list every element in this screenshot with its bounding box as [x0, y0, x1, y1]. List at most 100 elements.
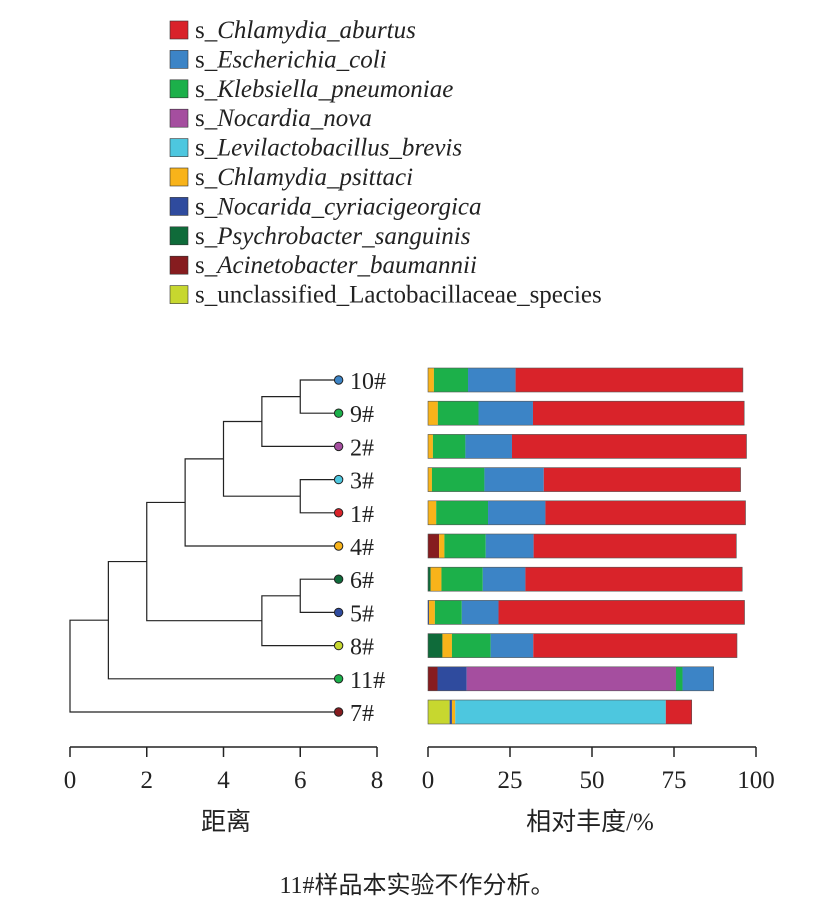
legend-label: s_Nocarida_cyriacigeorgica	[195, 193, 482, 220]
bar-outline	[427, 500, 746, 526]
bar-outline	[427, 666, 714, 692]
legend-swatch	[169, 197, 189, 216]
bar-row	[427, 434, 747, 459]
bar-segment	[682, 666, 714, 691]
bar-row	[427, 500, 746, 526]
leaf-dot	[333, 408, 344, 418]
bar-segment	[490, 633, 534, 658]
bar-row	[427, 367, 744, 393]
bar-segment	[428, 567, 431, 592]
dendrogram-branch	[146, 501, 262, 622]
bar-segment	[439, 534, 445, 558]
bar-segment	[428, 600, 435, 625]
bar-segment	[532, 401, 745, 426]
legend-name: Psychrobacter_sanguinis	[216, 223, 470, 250]
bar-row	[427, 699, 693, 725]
dendrogram-branch	[184, 458, 339, 547]
legend-swatch	[169, 285, 189, 304]
sample-labels: 10# 9# 2# 3# 1# 4# 6# 5# 8# 11# 7#	[350, 369, 386, 727]
bar-segment	[543, 467, 741, 492]
legend-label: s_Levilactobacillus_brevis	[195, 135, 462, 162]
legend-item: s_Levilactobacillus_brevis	[169, 135, 462, 162]
bar-axis-tick-label: 100	[737, 767, 775, 794]
bar-segment	[436, 500, 489, 525]
bar-segment	[442, 633, 452, 658]
bar-row	[427, 400, 745, 426]
bar-segment	[433, 368, 469, 392]
bar-segment	[511, 434, 747, 459]
legend-swatch	[169, 79, 189, 99]
sample-label: 1#	[350, 502, 374, 528]
bar-segment	[466, 666, 676, 691]
sample-label: 8#	[350, 635, 374, 661]
bar-segment	[428, 666, 438, 691]
legend-item: s_Acinetobacter_baumannii	[169, 252, 477, 279]
legend-label: s_Chlamydia_psittaci	[195, 164, 413, 191]
bar-segment	[451, 700, 456, 724]
legend-name: Chlamydia_aburtus	[217, 17, 416, 44]
bar-segment	[533, 633, 737, 658]
sample-label: 9#	[350, 402, 374, 428]
leaf-dot	[333, 375, 344, 385]
leaf-dot	[333, 541, 344, 551]
legend-label: s_Chlamydia_aburtus	[195, 17, 416, 44]
legend-name: Escherichia_coli	[216, 46, 386, 73]
legend-item: s_Chlamydia_psittaci	[169, 164, 413, 191]
bar-row	[427, 633, 738, 658]
bar-axis-title: 相对丰度/%	[526, 808, 654, 836]
legend-item: s_Nocardia_nova	[169, 105, 372, 132]
sample-label: 6#	[350, 568, 374, 594]
bar-axis-tick-label: 75	[662, 767, 687, 794]
stacked-bars	[427, 367, 747, 725]
bar-segment	[488, 500, 546, 525]
bar-segment	[533, 534, 737, 558]
legend-item: s_Chlamydia_aburtus	[169, 17, 416, 44]
legend-name: Nocardia_nova	[216, 105, 372, 132]
bar-segment	[485, 534, 534, 558]
bar-segment	[468, 368, 516, 392]
legend-name: Chlamydia_psittaci	[217, 164, 413, 191]
sample-label: 5#	[350, 601, 374, 627]
figure-caption: 11#样品本实验不作分析。	[279, 872, 554, 899]
bar-axis-tick-label: 0	[422, 767, 435, 794]
bar-segment	[437, 666, 467, 691]
bar-segment	[478, 401, 533, 426]
bar-segment	[437, 401, 479, 426]
dendrogram-axis-tick-label: 2	[141, 767, 154, 794]
bar-segment	[675, 666, 683, 691]
bar-segment	[431, 467, 485, 492]
bar-outline	[427, 699, 693, 725]
leaf-dot	[333, 607, 344, 618]
legend-prefix: s_	[195, 17, 218, 44]
bar-segment	[428, 500, 437, 525]
bar-segment	[430, 567, 442, 592]
legend-prefix: s_	[195, 223, 218, 250]
legend-prefix: s_	[195, 135, 218, 162]
legend-swatch	[169, 138, 189, 157]
dendrogram-axis-title: 距离	[201, 808, 251, 836]
bar-segment	[665, 700, 692, 724]
legend-name: unclassified_Lactobacillaceae_species	[217, 282, 602, 309]
bar-segment	[515, 368, 743, 392]
bar-segment	[451, 633, 491, 658]
dendrogram-branch	[299, 379, 339, 414]
legend-label: s_Acinetobacter_baumannii	[195, 252, 477, 279]
bar-outline	[427, 533, 737, 559]
sample-label: 11#	[350, 668, 385, 694]
bar-segment	[428, 534, 440, 558]
bar-segment	[441, 567, 483, 592]
legend: s_Chlamydia_aburtuss_Escherichia_colis_K…	[169, 17, 602, 309]
leaf-dot	[333, 474, 344, 485]
sample-label: 2#	[350, 435, 374, 461]
bar-segment	[428, 401, 438, 426]
dendrogram	[69, 375, 344, 717]
legend-prefix: s_	[195, 193, 218, 220]
legend-label: s_Escherichia_coli	[195, 46, 387, 73]
legend-name: Klebsiella_pneumoniae	[216, 76, 453, 103]
legend-label: s_unclassified_Lactobacillaceae_species	[195, 282, 602, 309]
legend-prefix: s_	[195, 164, 218, 191]
bar-segment	[482, 567, 526, 592]
bar-outline	[427, 467, 741, 492]
dendrogram-axis-tick-label: 0	[64, 767, 77, 794]
bar-segment	[444, 534, 486, 558]
